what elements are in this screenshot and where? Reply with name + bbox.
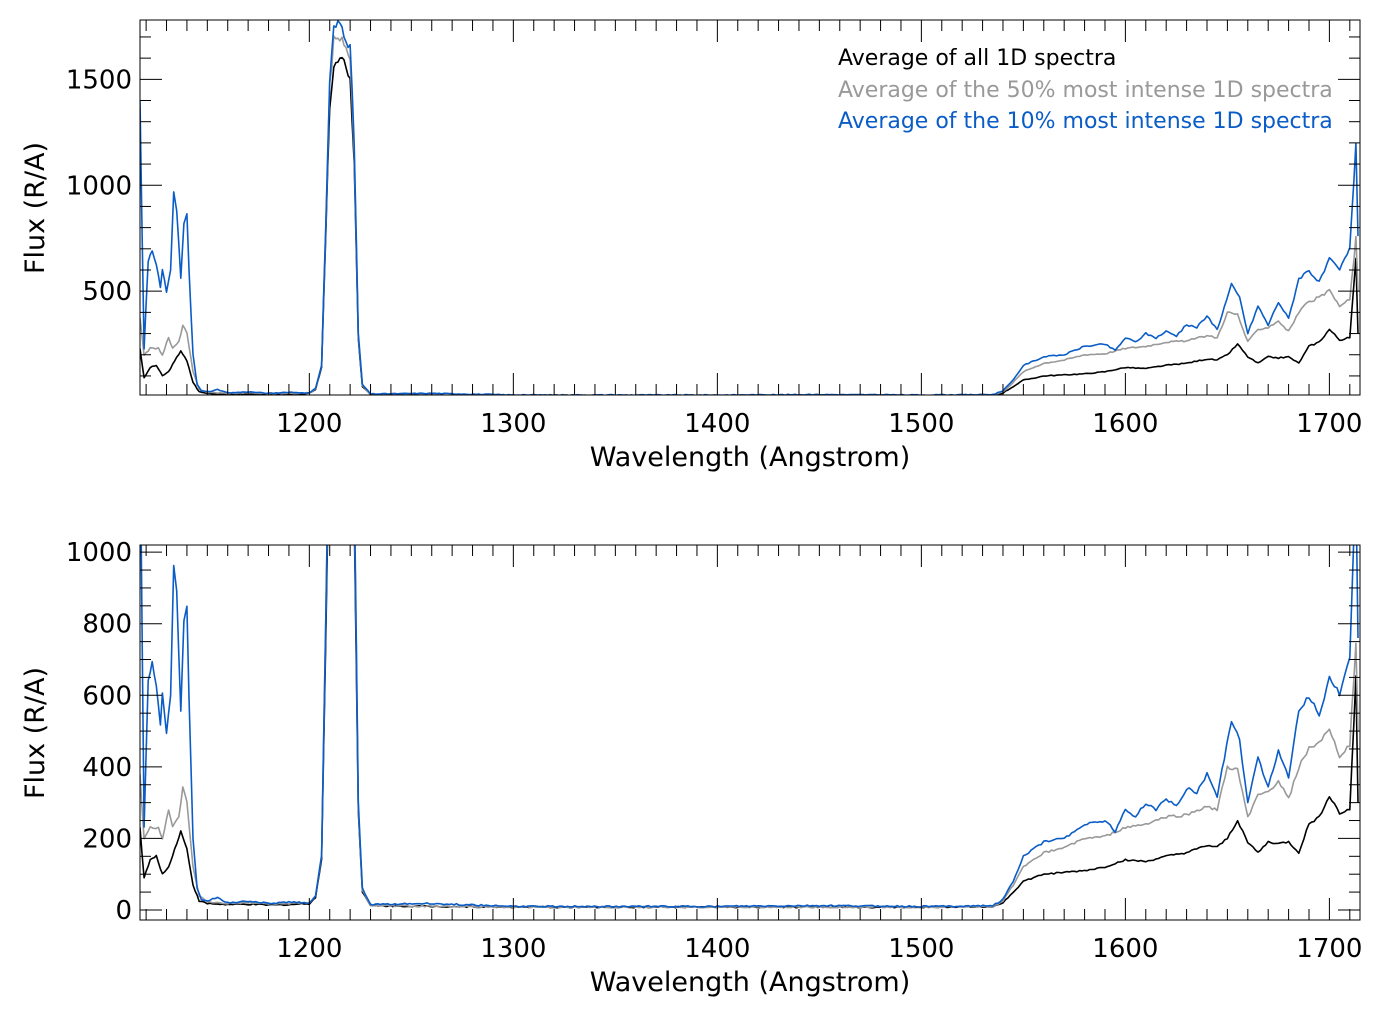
x-tick-label: 1200 [276,409,342,439]
x-axis-title: Wavelength (Angstrom) [590,967,911,998]
plot-area [140,20,1359,395]
series-line-all [140,56,1359,395]
x-tick-label: 1400 [684,934,750,964]
x-axis-title: Wavelength (Angstrom) [590,442,911,473]
x-tick-label: 1300 [480,409,546,439]
x-tick-label: 1500 [888,934,954,964]
series-line-10pct [140,545,1359,908]
x-tick-label: 1200 [276,934,342,964]
y-tick-label: 400 [82,753,132,783]
plot-area [140,545,1359,909]
series-line-50pct [140,35,1359,395]
y-tick-label: 600 [82,681,132,711]
x-tick-label: 1600 [1092,934,1158,964]
x-tick-label: 1700 [1296,409,1362,439]
y-axis-title: Flux (R/A) [20,667,51,799]
top-panel: Wavelength (Angstrom) Flux (R/A) Average… [20,19,1362,473]
y-tick-label: 1000 [66,171,132,201]
legend-entry-50pct: Average of the 50% most intense 1D spect… [838,78,1333,103]
y-tick-label: 1500 [66,65,132,95]
y-tick-label: 800 [82,610,132,640]
y-tick-label: 0 [115,896,132,926]
plot-frame [139,19,1361,396]
x-tick-label: 1300 [480,934,546,964]
y-tick-label: 200 [82,824,132,854]
series-line-10pct [140,20,1359,395]
series-line-50pct [140,545,1359,909]
y-tick-label: 500 [82,277,132,307]
legend-entry-all: Average of all 1D spectra [838,46,1116,71]
x-tick-label: 1500 [888,409,954,439]
plot-frame [139,544,1361,921]
y-tick-label: 1000 [66,538,132,568]
x-tick-label: 1600 [1092,409,1158,439]
y-axis-title: Flux (R/A) [20,142,51,274]
legend-entry-10pct: Average of the 10% most intense 1D spect… [838,109,1333,134]
bottom-panel: Wavelength (Angstrom) Flux (R/A) 1200 130… [20,538,1362,998]
x-tick-label: 1400 [684,409,750,439]
x-tick-label: 1700 [1296,934,1362,964]
